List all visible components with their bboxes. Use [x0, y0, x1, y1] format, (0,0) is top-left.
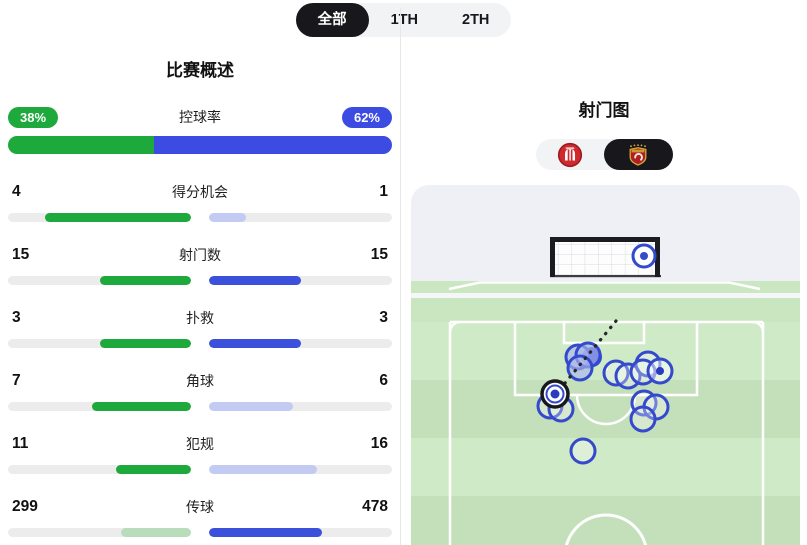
- home-stat-value: 11: [12, 435, 29, 452]
- possession-home-segment: [8, 136, 154, 154]
- away-stat-bar: [209, 402, 392, 411]
- goal-line-perspective: [448, 281, 761, 291]
- away-stat-value: 6: [379, 372, 388, 389]
- away-stat-value: 3: [379, 309, 388, 326]
- home-stat-bar: [8, 465, 191, 474]
- home-stat-bar: [8, 276, 191, 285]
- possession-label: 控球率: [179, 109, 221, 125]
- home-stat-value: 7: [12, 372, 21, 389]
- shot-map-card: [411, 185, 800, 545]
- stat-label: 射门数: [179, 247, 221, 263]
- home-stat-bar: [8, 213, 191, 222]
- shots-layer: [536, 243, 674, 465]
- home-stat-value: 4: [12, 183, 21, 200]
- away-stat-value: 478: [362, 498, 388, 515]
- away-stat-bar: [209, 528, 392, 537]
- stat-label: 传球: [186, 499, 214, 515]
- stat-label: 扑救: [186, 310, 214, 326]
- home-possession-badge: 38%: [8, 106, 59, 128]
- tab-2th[interactable]: 2TH: [462, 12, 490, 28]
- period-tabs: 全部 1TH 2TH: [295, 3, 512, 37]
- shot-map-pitch: [411, 185, 800, 545]
- home-stat-bar: [8, 402, 191, 411]
- stat-row: 3 扑救 3: [8, 308, 392, 348]
- shot-marker-in-net-dot[interactable]: [640, 252, 648, 260]
- stat-label: 得分机会: [172, 184, 228, 200]
- away-possession-badge: 62%: [341, 106, 392, 128]
- tab-1th[interactable]: 1TH: [390, 12, 418, 28]
- home-team-logo-icon: [557, 142, 582, 167]
- pitch-markings: [448, 320, 765, 545]
- away-team-toggle[interactable]: [604, 139, 673, 170]
- home-stat-value: 299: [12, 498, 38, 515]
- panel-divider: [400, 8, 401, 545]
- away-stat-value: 16: [370, 435, 388, 452]
- stat-row: 299 传球 478: [8, 497, 392, 537]
- away-team-logo-icon: [629, 143, 647, 166]
- stat-row: 15 射门数 15: [8, 245, 392, 285]
- shot-marker-goal-ring[interactable]: [545, 384, 565, 404]
- team-toggle: [535, 139, 673, 170]
- stat-row: 7 角球 6: [8, 371, 392, 411]
- away-stat-value: 1: [379, 183, 388, 200]
- home-team-toggle[interactable]: [536, 139, 605, 170]
- goal-trajectory-line: [554, 319, 618, 396]
- shot-map-panel: 射门图: [401, 80, 807, 545]
- overview-title: 比赛概述: [166, 61, 234, 80]
- shot-marker-dot[interactable]: [656, 367, 664, 375]
- match-overview-panel: 比赛概述 38% 控球率 62% 4 得分机会 1 15 射门数 15 3 扑救 3 7 角球 6 11…: [0, 40, 400, 545]
- shot-map-title: 射门图: [578, 101, 630, 120]
- shot-marker[interactable]: [566, 354, 594, 382]
- tab-all[interactable]: 全部: [295, 3, 369, 37]
- stat-label: 犯规: [186, 436, 214, 452]
- stat-row: 11 犯规 16: [8, 434, 392, 474]
- possession-bar: [8, 136, 392, 154]
- shot-marker-goal-dot[interactable]: [550, 389, 560, 399]
- shot-marker[interactable]: [629, 405, 657, 433]
- away-stat-bar: [209, 465, 392, 474]
- stat-label: 角球: [186, 373, 214, 389]
- away-stat-value: 15: [370, 246, 388, 263]
- possession-away-segment: [153, 136, 392, 154]
- away-stat-bar: [209, 213, 392, 222]
- home-stat-bar: [8, 528, 191, 537]
- home-stat-value: 3: [12, 309, 21, 326]
- away-stat-bar: [209, 339, 392, 348]
- home-stat-value: 15: [12, 246, 30, 263]
- away-stat-bar: [209, 276, 392, 285]
- home-stat-bar: [8, 339, 191, 348]
- goal-frame: [550, 237, 660, 277]
- goal-apron-strip: [411, 281, 800, 293]
- stat-row: 4 得分机会 1: [8, 182, 392, 222]
- shot-marker[interactable]: [569, 437, 597, 465]
- stat-rows: 4 得分机会 1 15 射门数 15 3 扑救 3 7 角球 6 11 犯规 16 299 传球 478: [8, 182, 392, 537]
